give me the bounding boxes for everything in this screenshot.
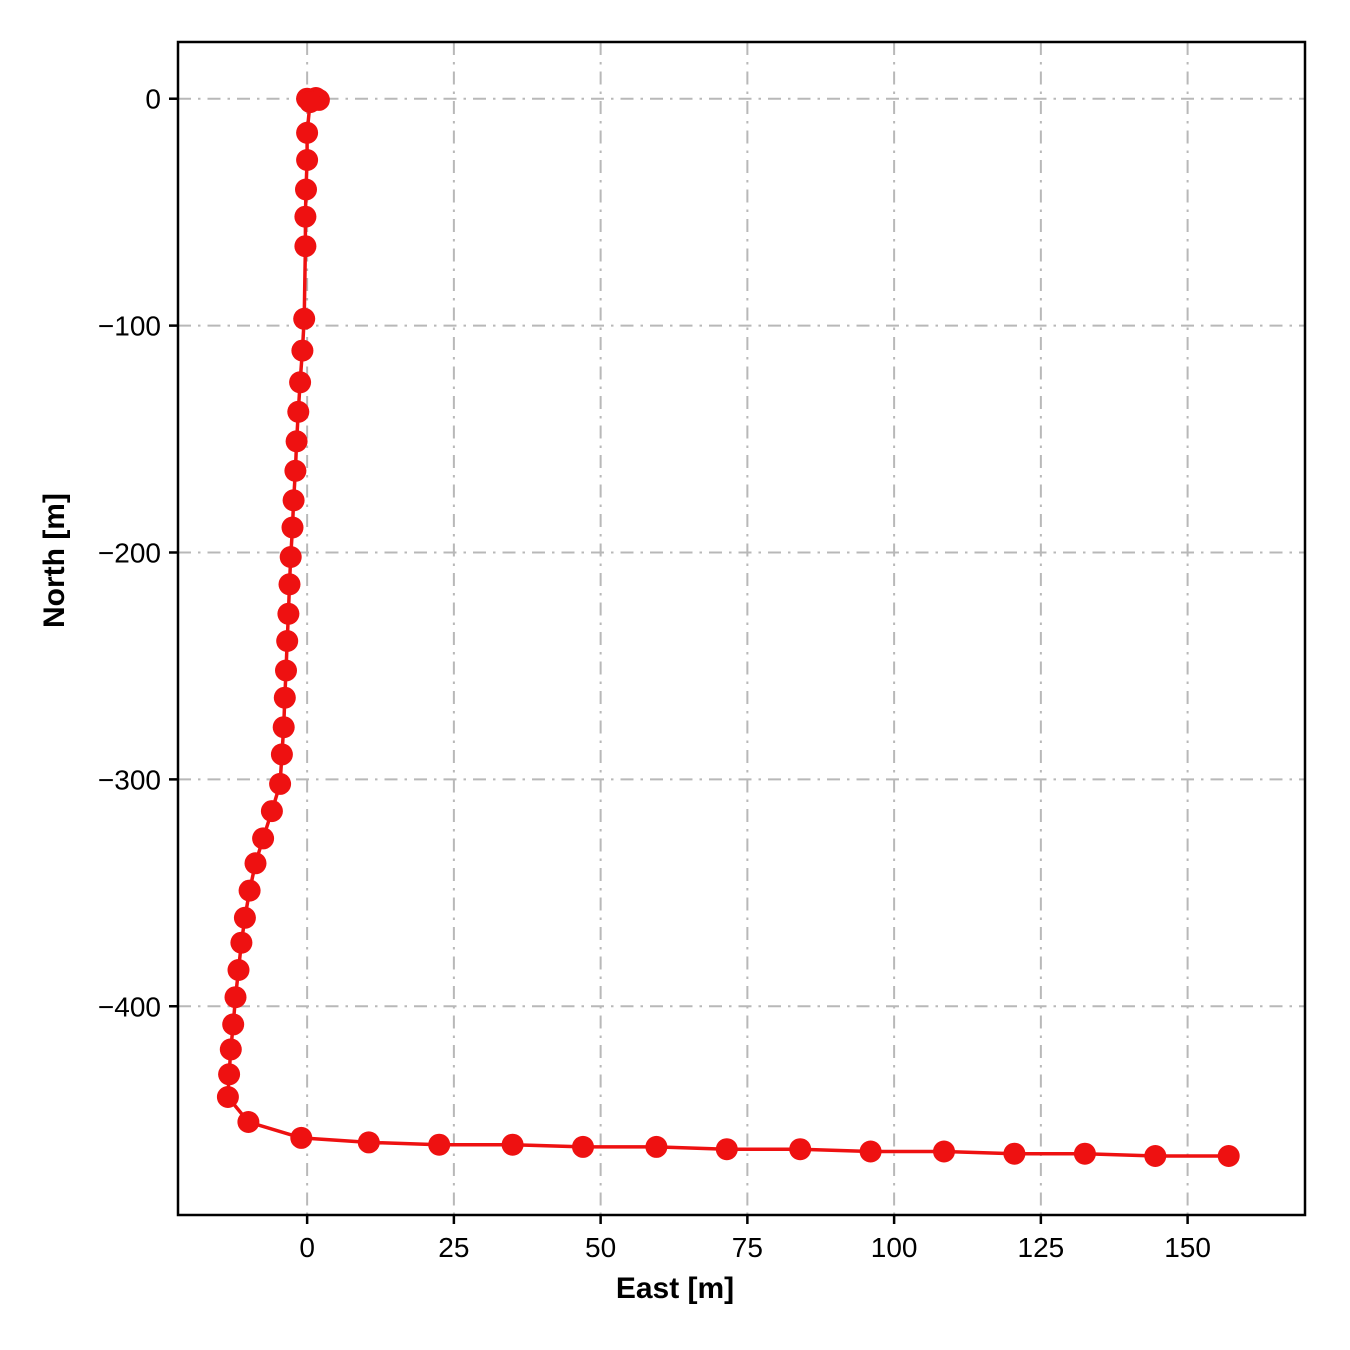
trajectory-marker xyxy=(272,716,295,739)
trajectory-marker xyxy=(237,1111,260,1133)
trajectory-marker xyxy=(222,1013,245,1036)
trajectory-line xyxy=(226,96,1229,1158)
x-tick-label: 50 xyxy=(585,1232,616,1263)
trajectory-marker xyxy=(933,1140,955,1163)
trajectory-marker xyxy=(281,516,304,539)
trajectory-marker xyxy=(269,772,292,795)
trajectory-marker xyxy=(1003,1142,1026,1165)
trajectory-marker xyxy=(1144,1145,1167,1167)
trajectory-marker xyxy=(501,1133,524,1156)
trajectory-marker xyxy=(294,205,317,228)
trajectory-marker xyxy=(273,686,296,709)
y-tick-label: −300 xyxy=(98,764,161,795)
x-tick-label: 0 xyxy=(299,1232,315,1263)
trajectory-marker xyxy=(260,800,283,823)
trajectory-marker xyxy=(299,91,322,114)
trajectory-marker xyxy=(291,339,314,362)
trajectory-marker xyxy=(287,400,310,423)
trajectory-marker xyxy=(1073,1142,1096,1165)
trajectory-marker xyxy=(282,489,305,512)
trajectory-marker xyxy=(645,1135,668,1158)
x-tick-label: 25 xyxy=(438,1232,469,1263)
y-tick-label: −400 xyxy=(98,991,161,1022)
trajectory-marker xyxy=(230,931,253,954)
trajectory-marker xyxy=(285,430,308,453)
trajectory-marker xyxy=(296,149,319,171)
trajectory-marker xyxy=(289,371,312,394)
trajectory-marker xyxy=(715,1138,738,1161)
trajectory-marker xyxy=(252,827,275,850)
x-axis-label: East [m] xyxy=(615,1272,735,1305)
x-tick-label: 150 xyxy=(1164,1232,1211,1263)
plot-border xyxy=(176,40,1307,1217)
trajectory-marker xyxy=(275,659,297,682)
trajectory-marker xyxy=(219,1038,242,1061)
trajectory-marker xyxy=(276,630,299,652)
y-tick-label: 0 xyxy=(145,84,161,115)
y-tick-label: −200 xyxy=(98,537,161,568)
trajectory-marker xyxy=(859,1140,882,1163)
trajectory-marker xyxy=(218,1063,241,1086)
x-tick-label: 125 xyxy=(1018,1232,1065,1263)
trajectory-marker xyxy=(284,459,307,482)
y-axis-label: North [m] xyxy=(38,493,71,628)
x-tick-label: 100 xyxy=(871,1232,918,1263)
trajectory-marker xyxy=(216,1086,239,1108)
trajectory-marker xyxy=(233,906,256,929)
trajectory-marker xyxy=(278,573,301,596)
x-tick-label: 75 xyxy=(732,1232,763,1263)
trajectory-marker xyxy=(294,235,317,258)
trajectory-marker xyxy=(572,1135,594,1158)
trajectory-marker xyxy=(293,307,316,330)
trajectory-marker xyxy=(279,546,302,568)
trajectory-marker xyxy=(789,1138,812,1161)
trajectory-marker xyxy=(238,879,261,902)
y-tick-label: −100 xyxy=(98,311,161,342)
trajectory-marker xyxy=(244,852,267,875)
trajectory-marker xyxy=(224,986,247,1009)
trajectory-marker xyxy=(227,959,250,981)
trajectory-marker xyxy=(295,178,317,201)
trajectory-marker xyxy=(357,1131,380,1154)
trajectory-marker xyxy=(296,121,319,144)
trajectory-marker xyxy=(428,1133,451,1156)
trajectory-marker xyxy=(270,743,293,766)
trajectory-marker xyxy=(290,1126,313,1149)
trajectory-marker xyxy=(277,602,300,625)
trajectory-marker xyxy=(1217,1145,1240,1167)
